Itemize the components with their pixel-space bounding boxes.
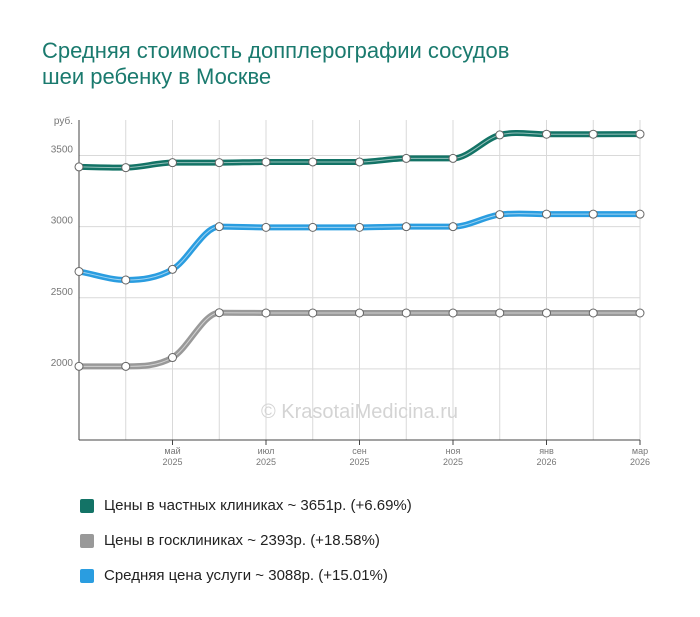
data-point-average <box>588 209 598 219</box>
y-tick-label: 2500 <box>51 287 74 298</box>
x-tick-label-year: 2025 <box>349 457 369 467</box>
x-tick-label-month: мар <box>632 446 648 456</box>
data-point-public <box>308 308 318 318</box>
data-point-public <box>74 361 84 371</box>
chart-title: Средняя стоимость допплерографии сосудов… <box>42 38 662 90</box>
data-point-average <box>261 222 271 232</box>
data-point-private <box>74 162 84 172</box>
data-point-private <box>355 157 364 167</box>
data-point-public <box>588 308 598 318</box>
legend: Цены в частных клиниках ~ 3651р. (+6.69%… <box>80 488 412 593</box>
x-tick-label-month: сен <box>352 446 367 456</box>
x-tick-label-year: 2025 <box>443 457 463 467</box>
legend-label-public: Цены в госклиниках ~ 2393р. (+18.58%) <box>104 532 380 549</box>
data-point-average <box>214 222 224 232</box>
legend-item-public[interactable]: Цены в госклиниках ~ 2393р. (+18.58%) <box>80 523 412 558</box>
x-tick-label-month: июл <box>258 446 275 456</box>
legend-label-private: Цены в частных клиниках ~ 3651р. (+6.69%… <box>104 497 412 514</box>
x-tick-label-year: 2025 <box>256 457 276 467</box>
x-tick-label-year: 2026 <box>630 457 650 467</box>
y-tick-label: 3500 <box>51 145 74 156</box>
title-line-1: Средняя стоимость допплерографии сосудов <box>42 38 510 63</box>
data-point-average <box>121 275 131 285</box>
legend-swatch-average <box>80 568 94 583</box>
y-unit-label: руб. <box>54 115 73 127</box>
data-point-public <box>261 308 271 318</box>
data-point-average <box>635 209 645 219</box>
data-point-average <box>74 266 84 276</box>
data-point-private <box>542 129 551 139</box>
title-line-2: шеи ребенку в Москве <box>42 64 272 89</box>
data-point-public <box>401 308 411 318</box>
data-point-public <box>121 361 131 371</box>
data-point-average <box>495 210 505 220</box>
data-point-private <box>495 130 505 140</box>
legend-swatch-private <box>80 498 94 513</box>
data-point-average <box>308 222 318 232</box>
y-tick-label: 2000 <box>51 358 74 369</box>
data-point-private <box>588 129 598 139</box>
data-point-average <box>168 264 177 274</box>
data-point-public <box>214 308 224 318</box>
x-tick-label-month: ноя <box>446 446 461 456</box>
data-point-public <box>495 308 505 318</box>
data-point-public <box>355 308 364 318</box>
data-point-private <box>635 129 645 139</box>
data-point-public <box>448 308 458 318</box>
legend-item-private[interactable]: Цены в частных клиниках ~ 3651р. (+6.69%… <box>80 488 412 523</box>
data-point-average <box>401 222 411 232</box>
data-point-average <box>542 209 551 219</box>
legend-label-average: Средняя цена услуги ~ 3088р. (+15.01%) <box>104 567 388 584</box>
x-tick-label-year: 2026 <box>536 457 556 467</box>
watermark: © KrasotaiMedicina.ru <box>261 401 458 423</box>
data-point-public <box>635 308 645 318</box>
legend-swatch-public <box>80 533 94 548</box>
x-tick-label-month: май <box>164 446 180 456</box>
data-point-average <box>448 222 458 232</box>
data-point-private <box>121 163 131 173</box>
x-tick-label-year: 2025 <box>162 457 182 467</box>
legend-item-average[interactable]: Средняя цена услуги ~ 3088р. (+15.01%) <box>80 558 412 593</box>
data-point-private <box>308 157 318 167</box>
data-point-public <box>168 353 177 363</box>
data-point-public <box>542 308 551 318</box>
x-tick-label-month: янв <box>539 446 554 456</box>
data-point-private <box>168 158 177 168</box>
data-point-private <box>401 153 411 163</box>
data-point-average <box>355 222 364 232</box>
y-tick-label: 3000 <box>51 216 74 227</box>
data-point-private <box>214 158 224 168</box>
data-point-private <box>261 157 271 167</box>
data-point-private <box>448 153 458 163</box>
